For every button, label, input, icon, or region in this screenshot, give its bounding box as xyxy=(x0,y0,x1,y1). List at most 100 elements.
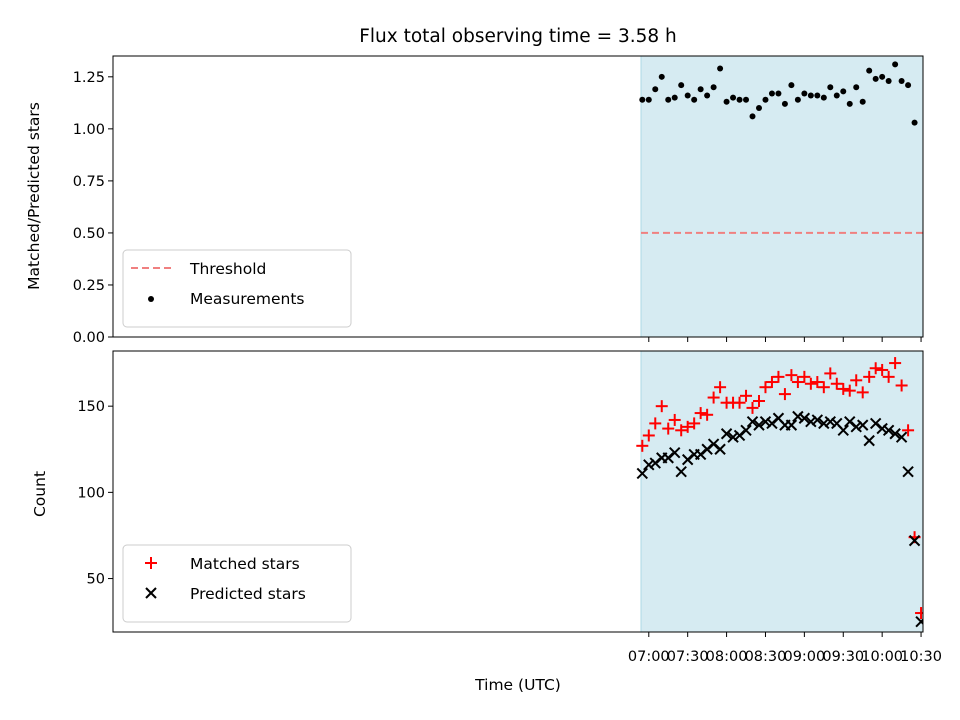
measurement-point xyxy=(853,84,860,91)
x-tick-label: 10:00 xyxy=(861,649,903,665)
y-tick-label: 0.75 xyxy=(73,174,105,190)
top-legend: Threshold Measurements xyxy=(122,249,352,328)
predicted-star-point xyxy=(714,443,726,455)
y-tick-label: 0.50 xyxy=(73,226,105,242)
bottom-panel: 5010015007:0007:3008:0008:3009:0009:3010… xyxy=(77,350,942,665)
measurement-point xyxy=(684,92,691,99)
predicted-star-point xyxy=(863,434,875,447)
predicted-star-point xyxy=(675,465,687,478)
matched-star-point xyxy=(824,367,837,380)
axes-frame xyxy=(112,350,924,633)
measurement-point xyxy=(704,92,711,99)
predicted-star-point xyxy=(753,419,765,431)
matched-star-point xyxy=(694,407,707,420)
y-tick-label: 1.25 xyxy=(73,70,105,86)
measurement-point xyxy=(911,119,918,126)
predicted-star-point xyxy=(785,419,798,431)
predicted-star-point xyxy=(915,615,923,628)
matched-star-point xyxy=(804,377,817,390)
x-tick-label: 07:30 xyxy=(667,649,709,665)
x-tick-label: 08:00 xyxy=(706,649,748,665)
matched-star-point xyxy=(785,369,798,382)
y-tick-label: 100 xyxy=(77,485,105,501)
legend-predicted-swatch xyxy=(145,587,157,599)
predicted-star-point xyxy=(837,424,849,437)
predicted-star-point xyxy=(850,421,862,433)
matched-star-point xyxy=(798,370,811,383)
measurement-point xyxy=(645,96,652,103)
matched-star-point xyxy=(714,381,727,394)
matched-star-point xyxy=(863,370,876,383)
measurement-point xyxy=(691,96,698,103)
matched-star-point xyxy=(791,376,804,389)
measurement-point xyxy=(866,67,873,74)
measurement-point xyxy=(898,77,905,84)
matched-star-point xyxy=(662,422,675,435)
predicted-star-point xyxy=(669,447,681,459)
x-tick-label: 10:30 xyxy=(900,649,942,665)
legend-label: Threshold xyxy=(189,260,266,278)
measurement-point xyxy=(801,90,808,97)
measurement-point xyxy=(859,98,866,105)
predicted-star-point xyxy=(908,534,921,547)
matched-star-point xyxy=(681,420,694,433)
predicted-star-point xyxy=(740,424,752,437)
x-tick-label: 09:00 xyxy=(783,649,825,665)
predicted-star-point xyxy=(818,417,830,430)
legend-measurement-swatch xyxy=(148,296,154,302)
measurement-point xyxy=(879,73,886,80)
matched-star-point xyxy=(759,381,772,394)
bottom-legend: Matched stars Predicted stars xyxy=(122,544,352,623)
measurement-point xyxy=(892,61,899,68)
matched-star-point xyxy=(655,400,668,413)
matched-star-point xyxy=(915,607,923,620)
y-tick-label: 50 xyxy=(87,572,105,588)
measurement-point xyxy=(652,86,659,93)
top-y-axis-label: Matched/Predicted stars xyxy=(25,102,43,290)
measurement-point xyxy=(710,84,717,91)
predicted-star-point xyxy=(636,467,649,480)
x-axis-label: Time (UTC) xyxy=(474,676,561,694)
legend-label: Measurements xyxy=(190,290,305,308)
matched-star-point xyxy=(752,394,765,407)
measurement-point xyxy=(872,75,879,82)
matched-star-point xyxy=(869,362,882,375)
matched-star-point xyxy=(707,391,720,404)
chart-title: Flux total observing time = 3.58 h xyxy=(359,26,677,47)
measurement-point xyxy=(665,96,672,103)
predicted-star-point xyxy=(746,415,759,428)
matched-star-point xyxy=(889,357,902,370)
predicted-star-point xyxy=(805,415,817,428)
matched-star-point xyxy=(882,370,895,383)
measurement-point xyxy=(749,113,756,120)
matched-star-point xyxy=(668,413,681,426)
matched-star-point xyxy=(876,363,889,376)
bottom-plot-area xyxy=(636,351,923,632)
matched-star-point xyxy=(746,401,759,414)
matched-star-point xyxy=(830,377,843,390)
predicted-star-point xyxy=(792,410,804,423)
measurement-point xyxy=(730,94,737,101)
legend-matched-swatch xyxy=(145,557,157,569)
matched-star-point xyxy=(765,376,778,389)
measurement-point xyxy=(768,90,775,97)
measurement-point xyxy=(840,88,847,95)
measurement-point xyxy=(678,82,685,89)
matched-star-point xyxy=(843,384,856,397)
measurement-point xyxy=(820,94,827,101)
matched-star-point xyxy=(675,424,688,437)
predicted-star-point xyxy=(876,422,888,435)
measurement-point xyxy=(639,96,646,103)
matched-star-point xyxy=(837,382,850,395)
matched-star-point xyxy=(688,417,701,430)
predicted-star-point xyxy=(895,431,908,443)
measurement-point xyxy=(658,73,665,80)
predicted-star-point xyxy=(824,415,837,428)
measurement-point xyxy=(788,82,795,89)
measurement-point xyxy=(736,96,743,103)
measurement-point xyxy=(885,77,892,84)
legend-box xyxy=(122,544,352,623)
measurement-point xyxy=(781,100,788,107)
measurement-point xyxy=(846,100,853,107)
